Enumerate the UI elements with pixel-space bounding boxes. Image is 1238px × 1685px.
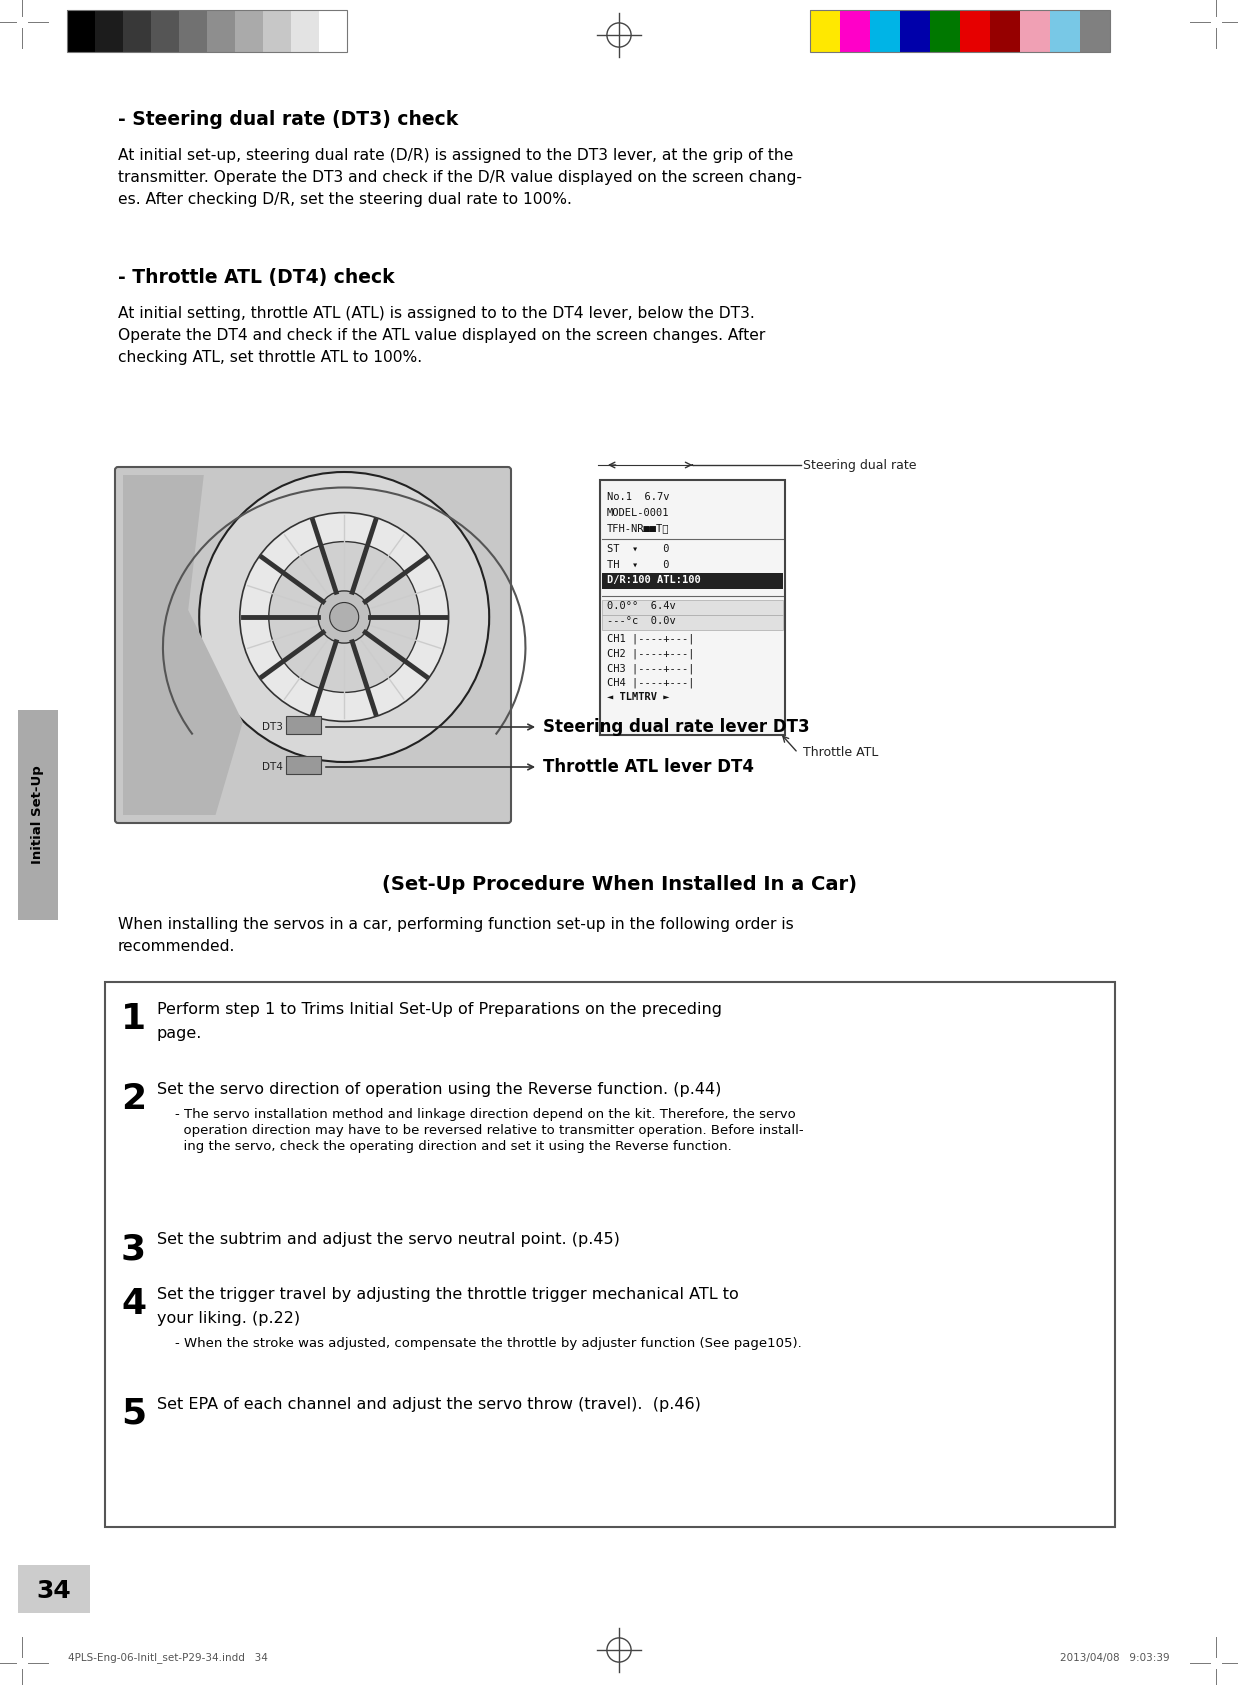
- Text: DT4: DT4: [262, 762, 284, 772]
- Text: MODEL-0001: MODEL-0001: [607, 507, 670, 517]
- Text: - Throttle ATL (DT4) check: - Throttle ATL (DT4) check: [118, 268, 395, 286]
- Text: operation direction may have to be reversed relative to transmitter operation. B: operation direction may have to be rever…: [175, 1124, 803, 1137]
- Text: 5: 5: [121, 1397, 146, 1431]
- Text: 1: 1: [121, 1003, 146, 1036]
- Bar: [67, 10, 347, 52]
- Text: CH1 |----+---|: CH1 |----+---|: [607, 634, 695, 644]
- Bar: [291, 10, 319, 52]
- Bar: [900, 10, 930, 52]
- Text: At initial setting, throttle ATL (ATL) is assigned to to the DT4 lever, below th: At initial setting, throttle ATL (ATL) i…: [118, 307, 755, 322]
- Bar: [95, 10, 123, 52]
- Text: checking ATL, set throttle ATL to 100%.: checking ATL, set throttle ATL to 100%.: [118, 350, 422, 366]
- Text: When installing the servos in a car, performing function set-up in the following: When installing the servos in a car, per…: [118, 917, 794, 932]
- Text: Perform step 1 to Trims Initial Set-Up of Preparations on the preceding: Perform step 1 to Trims Initial Set-Up o…: [157, 1003, 722, 1018]
- Text: Operate the DT4 and check if the ATL value displayed on the screen changes. Afte: Operate the DT4 and check if the ATL val…: [118, 329, 765, 344]
- Bar: [870, 10, 900, 52]
- Bar: [319, 10, 347, 52]
- Text: Set the subtrim and adjust the servo neutral point. (p.45): Set the subtrim and adjust the servo neu…: [157, 1232, 620, 1247]
- Text: Set the servo direction of operation using the Reverse function. (p.44): Set the servo direction of operation usi…: [157, 1082, 722, 1097]
- Bar: [180, 10, 207, 52]
- Text: DT3: DT3: [262, 721, 284, 731]
- Text: TH  ▾    0: TH ▾ 0: [607, 559, 670, 570]
- FancyBboxPatch shape: [115, 467, 511, 822]
- Bar: [1020, 10, 1050, 52]
- Bar: [602, 573, 782, 590]
- Bar: [123, 10, 151, 52]
- Text: ST  ▾    0: ST ▾ 0: [607, 544, 670, 554]
- Text: 0.0°°  6.4v: 0.0°° 6.4v: [607, 602, 676, 612]
- Text: your liking. (p.22): your liking. (p.22): [157, 1311, 300, 1326]
- Text: CH4 |----+---|: CH4 |----+---|: [607, 677, 695, 687]
- Text: Steering dual rate: Steering dual rate: [803, 458, 916, 472]
- Bar: [930, 10, 959, 52]
- Bar: [600, 480, 785, 735]
- Text: 2: 2: [121, 1082, 146, 1115]
- Bar: [1080, 10, 1110, 52]
- Bar: [1050, 10, 1080, 52]
- Bar: [286, 716, 321, 735]
- Bar: [262, 10, 291, 52]
- Bar: [810, 10, 1110, 52]
- Bar: [67, 10, 95, 52]
- Text: 4: 4: [121, 1287, 146, 1321]
- Text: Steering dual rate lever DT3: Steering dual rate lever DT3: [543, 718, 810, 736]
- Text: CH3 |----+---|: CH3 |----+---|: [607, 662, 695, 674]
- Text: Set EPA of each channel and adjust the servo throw (travel).  (p.46): Set EPA of each channel and adjust the s…: [157, 1397, 701, 1412]
- Circle shape: [240, 512, 448, 721]
- Text: es. After checking D/R, set the steering dual rate to 100%.: es. After checking D/R, set the steering…: [118, 192, 572, 207]
- Bar: [810, 10, 841, 52]
- Text: No.1  6.7v: No.1 6.7v: [607, 492, 670, 502]
- Text: Set the trigger travel by adjusting the throttle trigger mechanical ATL to: Set the trigger travel by adjusting the …: [157, 1287, 739, 1303]
- Text: page.: page.: [157, 1026, 202, 1041]
- Text: recommended.: recommended.: [118, 939, 235, 954]
- Bar: [602, 600, 782, 615]
- Text: - The servo installation method and linkage direction depend on the kit. Therefo: - The servo installation method and link…: [175, 1109, 796, 1121]
- Circle shape: [329, 603, 359, 632]
- Bar: [602, 615, 782, 630]
- Bar: [105, 982, 1115, 1527]
- Circle shape: [269, 541, 420, 693]
- Text: 4PLS-Eng-06-Initl_set-P29-34.indd   34: 4PLS-Eng-06-Initl_set-P29-34.indd 34: [68, 1653, 267, 1663]
- Text: - Steering dual rate (DT3) check: - Steering dual rate (DT3) check: [118, 110, 458, 130]
- Text: TFH-NR■■TⅡ: TFH-NR■■TⅡ: [607, 522, 670, 532]
- Bar: [841, 10, 870, 52]
- Text: ---°c  0.0v: ---°c 0.0v: [607, 617, 676, 627]
- Polygon shape: [123, 475, 243, 816]
- Text: At initial set-up, steering dual rate (D/R) is assigned to the DT3 lever, at the: At initial set-up, steering dual rate (D…: [118, 148, 794, 163]
- Text: - When the stroke was adjusted, compensate the throttle by adjuster function (Se: - When the stroke was adjusted, compensa…: [175, 1336, 802, 1350]
- Bar: [207, 10, 235, 52]
- Circle shape: [199, 472, 489, 762]
- Text: Throttle ATL lever DT4: Throttle ATL lever DT4: [543, 758, 754, 777]
- Bar: [19, 709, 58, 920]
- Text: 34: 34: [37, 1579, 72, 1602]
- Bar: [286, 757, 321, 773]
- Bar: [151, 10, 180, 52]
- Text: Throttle ATL: Throttle ATL: [803, 746, 879, 760]
- Text: D/R:100 ATL:100: D/R:100 ATL:100: [607, 576, 701, 585]
- Bar: [19, 1565, 90, 1613]
- Bar: [959, 10, 990, 52]
- Text: 2013/04/08   9:03:39: 2013/04/08 9:03:39: [1061, 1653, 1170, 1663]
- Text: (Set-Up Procedure When Installed In a Car): (Set-Up Procedure When Installed In a Ca…: [381, 875, 857, 895]
- Text: ◄ TLMTRV ►: ◄ TLMTRV ►: [607, 693, 670, 703]
- Circle shape: [318, 591, 370, 644]
- Text: transmitter. Operate the DT3 and check if the D/R value displayed on the screen : transmitter. Operate the DT3 and check i…: [118, 170, 802, 185]
- Text: ing the servo, check the operating direction and set it using the Reverse functi: ing the servo, check the operating direc…: [175, 1141, 732, 1153]
- Text: CH2 |----+---|: CH2 |----+---|: [607, 649, 695, 659]
- Bar: [235, 10, 262, 52]
- Bar: [990, 10, 1020, 52]
- Text: Initial Set-Up: Initial Set-Up: [31, 765, 45, 864]
- Text: 3: 3: [121, 1232, 146, 1265]
